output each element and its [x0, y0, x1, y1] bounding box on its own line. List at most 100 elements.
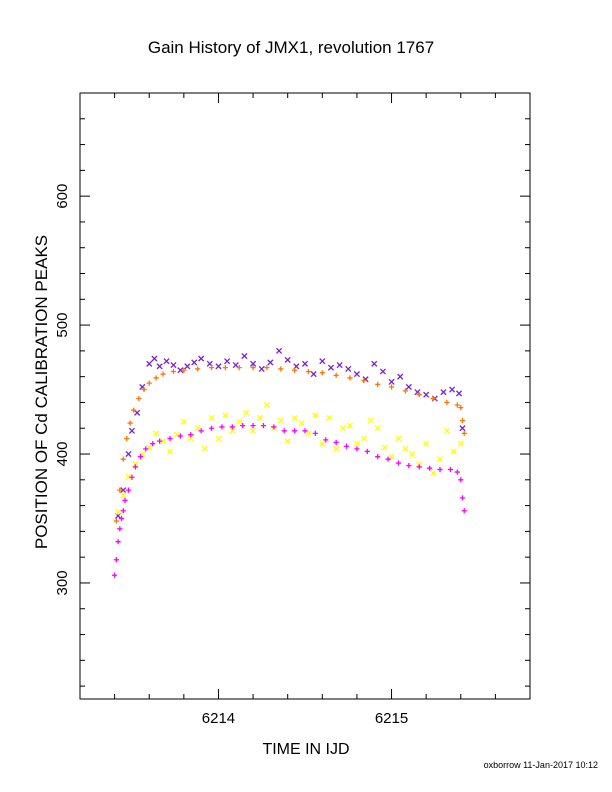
data-point — [181, 367, 187, 373]
series-3 — [112, 423, 467, 578]
data-point — [240, 423, 246, 429]
data-point — [156, 363, 163, 370]
data-point — [146, 380, 152, 386]
data-point — [232, 361, 239, 369]
data-point — [440, 389, 447, 396]
data-point — [136, 395, 142, 402]
data-point — [444, 399, 450, 406]
data-point — [277, 417, 284, 424]
footer-stamp: oxborrow 11-Jan-2017 10:12 — [484, 760, 598, 770]
data-point — [449, 386, 456, 393]
data-point — [128, 427, 135, 434]
data-point — [188, 432, 194, 438]
data-point — [229, 424, 235, 430]
data-marks — [112, 347, 467, 578]
data-point — [375, 454, 381, 460]
data-point — [278, 366, 284, 372]
series-1 — [113, 365, 467, 524]
data-point — [271, 424, 277, 430]
data-point — [402, 445, 409, 452]
data-point — [343, 443, 350, 449]
data-point — [333, 372, 339, 378]
data-point — [118, 515, 125, 522]
data-point — [450, 448, 457, 455]
data-point — [312, 430, 318, 436]
data-point — [397, 373, 404, 380]
data-point — [326, 414, 333, 421]
data-point — [416, 392, 422, 398]
data-point — [146, 360, 153, 367]
data-point — [436, 456, 444, 463]
data-point — [345, 365, 352, 372]
chart-title: Gain History of JMX1, revolution 1767 — [148, 38, 434, 57]
data-point — [327, 364, 335, 371]
data-point — [157, 438, 163, 444]
data-point — [323, 437, 329, 443]
data-point — [160, 438, 167, 445]
data-point — [302, 428, 308, 434]
data-point — [177, 433, 183, 439]
data-point — [459, 495, 466, 501]
data-point — [375, 381, 381, 387]
data-point — [184, 363, 191, 370]
data-point — [388, 453, 395, 460]
data-point — [395, 460, 402, 466]
data-point — [458, 405, 464, 411]
data-point — [195, 366, 201, 372]
data-point — [346, 422, 354, 429]
data-point — [117, 526, 123, 532]
data-point — [454, 402, 460, 408]
data-point — [333, 439, 339, 446]
data-point — [406, 463, 412, 469]
data-point — [166, 448, 174, 455]
data-point — [125, 474, 132, 481]
data-point — [319, 440, 326, 447]
data-point — [298, 420, 305, 427]
data-point — [215, 363, 222, 370]
data-point — [134, 409, 141, 416]
data-point — [120, 492, 127, 499]
data-point — [208, 425, 215, 431]
data-point — [112, 572, 118, 578]
data-point — [236, 365, 242, 371]
data-point — [187, 435, 194, 442]
tick-labels: 6214 6215 300 400 500 600 — [54, 184, 408, 727]
data-point — [120, 487, 127, 494]
data-point — [437, 466, 443, 473]
data-point — [177, 367, 184, 374]
data-point — [459, 417, 466, 424]
data-point — [170, 361, 177, 369]
data-point — [224, 358, 231, 365]
data-point — [150, 441, 156, 447]
data-point — [454, 469, 460, 475]
data-point — [381, 444, 388, 451]
data-point — [430, 395, 436, 402]
data-point — [241, 352, 248, 360]
data-point — [167, 435, 173, 442]
data-point — [461, 508, 467, 514]
data-point — [423, 391, 430, 398]
data-point — [124, 435, 130, 442]
data-point — [143, 446, 149, 452]
data-point — [215, 435, 222, 442]
data-point — [458, 477, 464, 483]
data-point — [388, 378, 395, 385]
data-point — [461, 430, 467, 436]
data-point — [122, 497, 128, 504]
axis-ticks — [80, 92, 530, 699]
data-point — [260, 423, 267, 429]
data-point — [305, 430, 312, 437]
data-point — [385, 456, 391, 462]
plot-frame — [79, 92, 531, 700]
data-point — [250, 427, 257, 434]
data-point — [258, 365, 265, 372]
data-point — [423, 440, 430, 447]
series-2 — [115, 401, 464, 516]
data-point — [364, 448, 370, 455]
data-point — [267, 359, 274, 366]
data-point — [250, 423, 256, 429]
data-point — [367, 417, 374, 424]
data-point — [153, 430, 160, 437]
data-point — [250, 360, 257, 367]
